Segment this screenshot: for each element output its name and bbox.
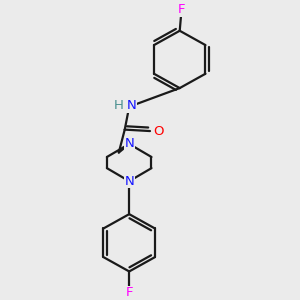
Text: H: H xyxy=(114,99,124,112)
Text: N: N xyxy=(124,137,134,150)
Text: F: F xyxy=(178,3,185,16)
Text: F: F xyxy=(125,286,133,299)
Text: N: N xyxy=(127,99,136,112)
Text: O: O xyxy=(154,124,164,138)
Text: N: N xyxy=(124,175,134,188)
